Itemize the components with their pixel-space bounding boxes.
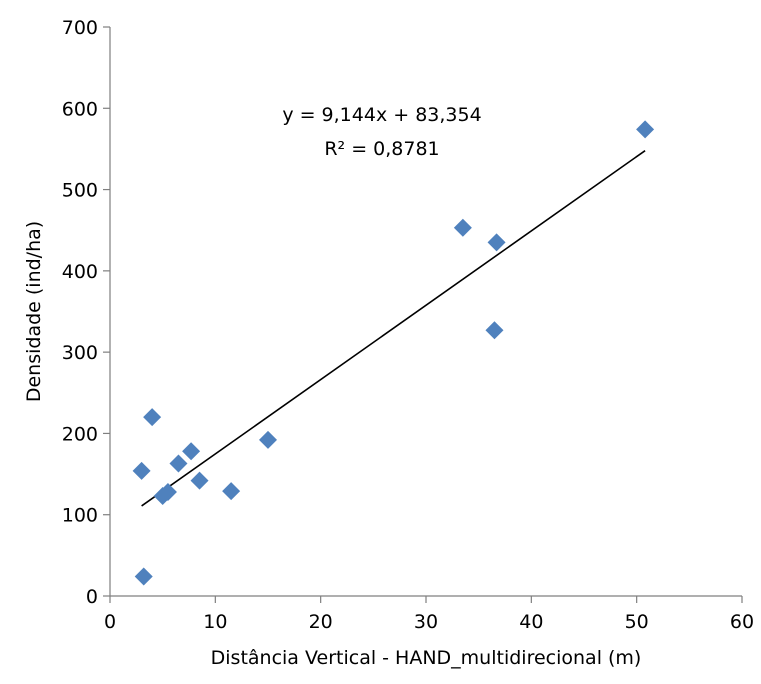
y-tick-label: 700 xyxy=(62,17,98,39)
data-point xyxy=(143,408,162,427)
data-point xyxy=(259,430,277,449)
y-axis-title: Densidade (ind/ha) xyxy=(23,221,45,402)
y-tick-label: 600 xyxy=(62,98,98,120)
data-point xyxy=(134,567,153,586)
y-tick-label: 0 xyxy=(86,586,98,608)
data-point xyxy=(169,454,188,473)
y-tick-label: 400 xyxy=(62,261,98,283)
data-point xyxy=(132,461,151,480)
data-points xyxy=(132,120,655,586)
data-point xyxy=(485,321,504,340)
y-ticks: 0 100 200 300 400 500 600 700 xyxy=(62,17,110,608)
x-ticks: 0 10 20 30 40 50 60 xyxy=(104,596,754,633)
data-point xyxy=(182,442,201,461)
data-point xyxy=(222,482,241,501)
y-tick-label: 500 xyxy=(62,180,98,202)
y-tick-label: 200 xyxy=(62,423,98,445)
r-squared-label: R² = 0,8781 xyxy=(324,138,439,160)
x-tick-label: 30 xyxy=(414,611,438,633)
data-point xyxy=(453,218,472,237)
x-tick-label: 0 xyxy=(104,611,116,633)
trendline-equation: y = 9,144x + 83,354 xyxy=(282,104,481,126)
data-point xyxy=(487,233,506,252)
y-tick-label: 100 xyxy=(62,505,98,527)
x-tick-label: 40 xyxy=(519,611,543,633)
x-tick-label: 20 xyxy=(309,611,333,633)
data-point xyxy=(190,471,209,490)
x-tick-label: 50 xyxy=(625,611,649,633)
x-tick-label: 60 xyxy=(730,611,754,633)
y-tick-label: 300 xyxy=(62,342,98,364)
data-point xyxy=(636,120,655,139)
x-tick-label: 10 xyxy=(203,611,227,633)
data-point xyxy=(158,482,177,501)
x-axis-title: Distância Vertical - HAND_multidireciona… xyxy=(211,647,642,669)
trendline xyxy=(141,150,646,507)
